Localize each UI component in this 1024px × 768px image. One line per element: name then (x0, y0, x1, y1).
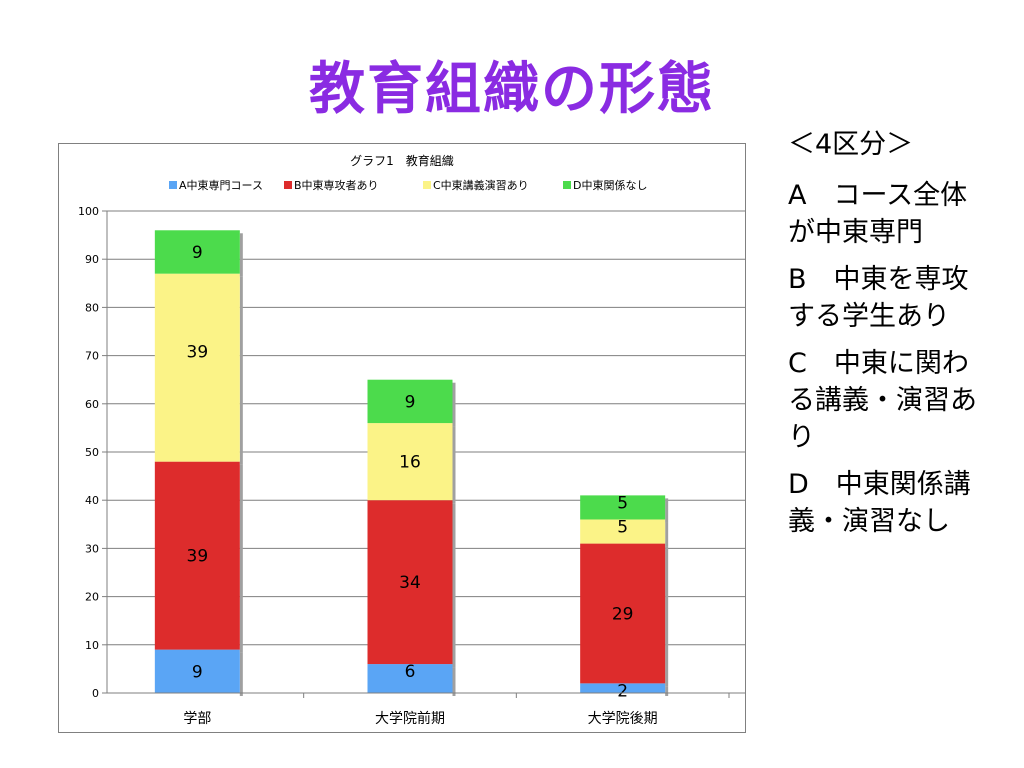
bar-value-label: 39 (187, 547, 209, 567)
bar-shadow (452, 667, 456, 696)
legend-swatch (563, 181, 571, 189)
bar-segment (154, 273, 240, 462)
y-tick-label: 50 (85, 446, 99, 459)
bar-shadow (239, 276, 243, 465)
stacked-bar-chart: グラフ1 教育組織 A中東専門コース B中東専攻者あり C中東講義演習あり D中東関係… (78, 153, 745, 727)
category-legend-item-c: C 中東に関わる講義・演習あり (788, 348, 977, 453)
legend-label: B中東専攻者あり (294, 178, 379, 192)
bar-segment (154, 230, 240, 274)
bar-shadow (452, 426, 456, 504)
legend-label: C中東講義演習あり (433, 178, 529, 192)
legend-swatch (169, 181, 177, 189)
y-tick-label: 30 (85, 542, 99, 555)
bar-value-label: 16 (399, 453, 421, 473)
bar-segment (154, 649, 240, 693)
bar-segment (367, 500, 453, 665)
chart-frame: グラフ1 教育組織 A中東専門コース B中東専攻者あり C中東講義演習あり D中東関係… (58, 143, 746, 733)
y-tick-label: 20 (85, 591, 99, 604)
legend-label: D中東関係なし (573, 179, 647, 192)
bar-shadow (452, 382, 456, 427)
bar-shadow (239, 464, 243, 653)
y-tick-label: 0 (92, 687, 99, 700)
y-tick-label: 40 (85, 494, 99, 507)
y-tick-label: 80 (85, 301, 99, 314)
legend-swatch (284, 181, 292, 189)
bar-shadow (665, 522, 669, 547)
bar-segment (154, 461, 240, 650)
bar-shadow (665, 498, 669, 523)
slide-title: 教育組織の形態 (309, 57, 715, 122)
x-tick-label: 大学院後期 (588, 711, 658, 727)
bar-shadow (665, 546, 669, 687)
bar-value-label: 9 (405, 392, 416, 412)
category-legend-heading: ＜4区分＞ (788, 129, 914, 160)
y-axis-ticks: 0 10 20 30 40 50 60 70 80 90 100 (78, 205, 107, 700)
x-axis-labels: 学部 大学院前期 大学院後期 (107, 692, 745, 727)
legend-swatch (423, 181, 431, 189)
chart-legend: A中東専門コース B中東専攻者あり C中東講義演習あり D中東関係なし (169, 178, 647, 192)
bar-value-label: 9 (192, 243, 203, 263)
chart-bars: 9 39 39 9 6 34 16 9 2 29 5 5 (154, 230, 669, 701)
bar-value-label: 29 (612, 604, 634, 624)
y-tick-label: 90 (85, 253, 99, 266)
bar-value-label: 2 (617, 681, 628, 701)
bar-value-label: 34 (399, 573, 421, 593)
y-tick-label: 100 (78, 205, 99, 218)
bar-value-label: 39 (187, 343, 209, 363)
bar-shadow (239, 652, 243, 696)
category-legend-text: ＜4区分＞ A コース全体が中東専門 B 中東を専攻する学生あり C 中東に関わ… (788, 126, 988, 550)
bar-shadow (665, 686, 669, 696)
bar-value-label: 5 (617, 493, 628, 513)
bar-segment (367, 664, 453, 693)
bar-segment (367, 379, 453, 424)
bar-segment (580, 519, 666, 544)
legend-label: A中東専門コース (179, 179, 263, 192)
x-tick-label: 大学院前期 (375, 710, 445, 727)
category-legend-item-d: D 中東関係講義・演習なし (788, 469, 971, 537)
y-tick-label: 60 (85, 398, 99, 411)
x-tick-label: 学部 (183, 711, 211, 727)
category-legend-item-b: B 中東を専攻する学生あり (788, 264, 969, 332)
bar-value-label: 9 (192, 662, 203, 682)
category-legend-item-a: A コース全体が中東専門 (788, 180, 968, 248)
chart-title: グラフ1 教育組織 (350, 153, 454, 168)
bar-shadow (452, 503, 456, 668)
bar-segment (580, 495, 666, 520)
bar-segment (367, 423, 453, 501)
bar-value-label: 5 (617, 517, 628, 537)
y-tick-label: 70 (85, 350, 99, 363)
bar-segment (580, 543, 666, 684)
y-tick-label: 10 (85, 639, 99, 652)
bar-value-label: 6 (405, 662, 416, 682)
bar-shadow (239, 233, 243, 277)
bar-segment (580, 683, 666, 693)
